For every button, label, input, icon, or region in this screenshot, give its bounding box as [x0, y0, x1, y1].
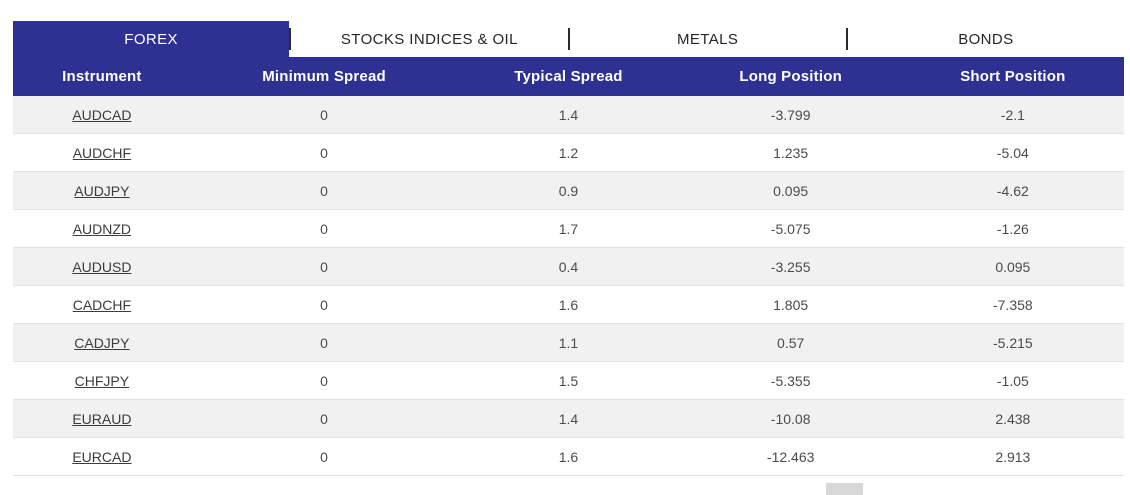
instrument-link[interactable]: AUDJPY	[74, 182, 130, 199]
instrument-cell: EURAUD	[13, 400, 191, 437]
short-position-cell: 0.095	[995, 258, 1031, 275]
long-position-cell: 1.805	[773, 296, 809, 313]
short-position-cell: -5.04	[996, 144, 1029, 161]
long-position-cell: -5.075	[770, 220, 811, 237]
short-position-cell: -4.62	[996, 182, 1029, 199]
instrument-link[interactable]: CHFJPY	[74, 372, 130, 389]
instrument-cell: AUDJPY	[13, 172, 191, 209]
table-row: EURAUD 0 1.4 -10.08 2.438	[13, 400, 1124, 438]
table-row: CHFJPY 0 1.5 -5.355 -1.05	[13, 362, 1124, 400]
typical-spread-cell: 0.4	[558, 258, 579, 275]
minimum-spread-cell: 0	[320, 334, 328, 351]
table-row: CADJPY 0 1.1 0.57 -5.215	[13, 324, 1124, 362]
long-position-cell: 1.235	[773, 144, 809, 161]
instrument-cell: CADCHF	[13, 286, 191, 323]
short-position-cell: -1.26	[996, 220, 1029, 237]
long-position-cell: 0.095	[773, 182, 809, 199]
instrument-link[interactable]: AUDCAD	[72, 106, 132, 123]
minimum-spread-cell: 0	[320, 372, 328, 389]
instrument-link[interactable]: CADJPY	[74, 334, 130, 351]
short-position-cell: -2.1	[1000, 106, 1025, 123]
tab-bonds[interactable]: BONDS	[958, 30, 1014, 48]
long-position-cell: -3.799	[770, 106, 811, 123]
instrument-cell: AUDCHF	[13, 134, 191, 171]
typical-spread-cell: 1.5	[558, 372, 579, 389]
minimum-spread-cell: 0	[320, 182, 328, 199]
table-body: AUDCAD 0 1.4 -3.799 -2.1 AUDCHF 0 1.2 1.235 -5.04…	[13, 96, 1124, 476]
instrument-link[interactable]: AUDNZD	[72, 220, 132, 237]
column-header-long-position: Long Position	[739, 68, 842, 85]
short-position-cell: -5.215	[992, 334, 1033, 351]
long-position-cell: 0.57	[777, 334, 805, 351]
column-header-short-position: Short Position	[960, 68, 1066, 85]
typical-spread-cell: 1.6	[558, 448, 579, 465]
typical-spread-cell: 1.1	[558, 334, 579, 351]
table-row: AUDCAD 0 1.4 -3.799 -2.1	[13, 96, 1124, 134]
tab-divider	[845, 28, 848, 50]
hscrollbar-thumb[interactable]	[826, 483, 863, 495]
table-row: EURCAD 0 1.6 -12.463 2.913	[13, 438, 1124, 476]
column-header-instrument: Instrument	[62, 68, 142, 85]
instrument-link[interactable]: CADCHF	[72, 296, 132, 313]
typical-spread-cell: 1.4	[558, 410, 579, 427]
instrument-cell: AUDUSD	[13, 248, 191, 285]
minimum-spread-cell: 0	[320, 220, 328, 237]
minimum-spread-cell: 0	[320, 258, 328, 275]
typical-spread-cell: 1.6	[558, 296, 579, 313]
instrument-link[interactable]: EURAUD	[72, 410, 132, 427]
long-position-cell: -3.255	[770, 258, 811, 275]
instrument-cell: EURCAD	[13, 438, 191, 475]
long-position-cell: -5.355	[770, 372, 811, 389]
typical-spread-cell: 1.7	[558, 220, 579, 237]
tab-forex[interactable]: FOREX	[13, 21, 290, 57]
typical-spread-cell: 1.2	[558, 144, 579, 161]
tab-divider	[289, 28, 292, 50]
instrument-cell: AUDNZD	[13, 210, 191, 247]
short-position-cell: 2.438	[995, 410, 1031, 427]
table-row: AUDNZD 0 1.7 -5.075 -1.26	[13, 210, 1124, 248]
table-header-row: Instrument Minimum Spread Typical Spread Lo…	[13, 57, 1124, 96]
column-header-minimum-spread: Minimum Spread	[262, 68, 386, 85]
instrument-link[interactable]: AUDUSD	[72, 258, 132, 275]
table-row: AUDUSD 0 0.4 -3.255 0.095	[13, 248, 1124, 286]
short-position-cell: 2.913	[995, 448, 1031, 465]
instrument-cell: AUDCAD	[13, 96, 191, 133]
tab-stocks-indices-oil[interactable]: STOCKS INDICES & OIL	[340, 30, 518, 48]
minimum-spread-cell: 0	[320, 448, 328, 465]
spreads-widget: FOREX STOCKS INDICES & OIL METALS BONDS Ins…	[13, 21, 1124, 476]
instrument-cell: CHFJPY	[13, 362, 191, 399]
table-row: AUDJPY 0 0.9 0.095 -4.62	[13, 172, 1124, 210]
tab-divider	[567, 28, 570, 50]
short-position-cell: -1.05	[996, 372, 1029, 389]
long-position-cell: -10.08	[770, 410, 811, 427]
table-row: AUDCHF 0 1.2 1.235 -5.04	[13, 134, 1124, 172]
typical-spread-cell: 0.9	[558, 182, 579, 199]
short-position-cell: -7.358	[992, 296, 1033, 313]
column-header-typical-spread: Typical Spread	[514, 68, 623, 85]
instrument-link[interactable]: AUDCHF	[72, 144, 132, 161]
instrument-link[interactable]: EURCAD	[72, 448, 132, 465]
instrument-cell: CADJPY	[13, 324, 191, 361]
typical-spread-cell: 1.4	[558, 106, 579, 123]
tab-metals[interactable]: METALS	[676, 30, 739, 48]
long-position-cell: -12.463	[766, 448, 815, 465]
minimum-spread-cell: 0	[320, 410, 328, 427]
minimum-spread-cell: 0	[320, 296, 328, 313]
minimum-spread-cell: 0	[320, 106, 328, 123]
category-tabs: FOREX STOCKS INDICES & OIL METALS BONDS	[13, 21, 1124, 57]
minimum-spread-cell: 0	[320, 144, 328, 161]
table-row: CADCHF 0 1.6 1.805 -7.358	[13, 286, 1124, 324]
